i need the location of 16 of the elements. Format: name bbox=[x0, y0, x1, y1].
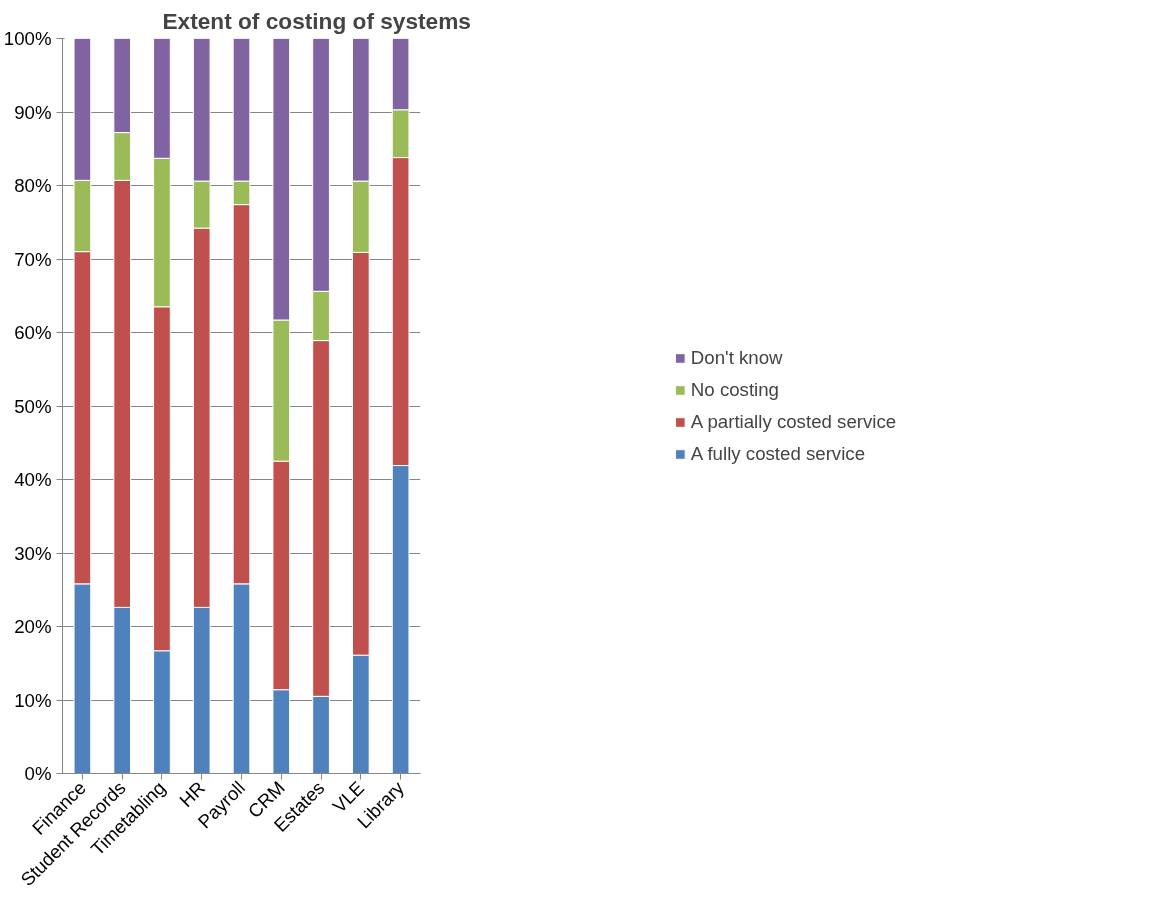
y-tick-label: 60% bbox=[14, 322, 52, 343]
y-tick-label: 80% bbox=[14, 175, 52, 196]
y-tick-label: 30% bbox=[14, 542, 52, 564]
legend-label: A fully costed service bbox=[690, 442, 866, 465]
y-tick-label: 70% bbox=[14, 248, 52, 270]
chart-title: Extent of costing of systems bbox=[162, 7, 471, 34]
y-tick-label: 90% bbox=[14, 101, 52, 123]
legend-label: Don't know bbox=[690, 346, 783, 369]
y-tick-label: 20% bbox=[14, 616, 52, 637]
legend-label: No costing bbox=[690, 378, 779, 401]
legend-label: A partially costed service bbox=[690, 410, 897, 433]
y-tick-label: 50% bbox=[14, 395, 52, 417]
y-tick-label: 10% bbox=[14, 689, 52, 711]
y-tick-label: 100% bbox=[3, 28, 52, 49]
y-tick-label: 0% bbox=[24, 763, 52, 784]
y-tick-label: 40% bbox=[14, 469, 52, 490]
